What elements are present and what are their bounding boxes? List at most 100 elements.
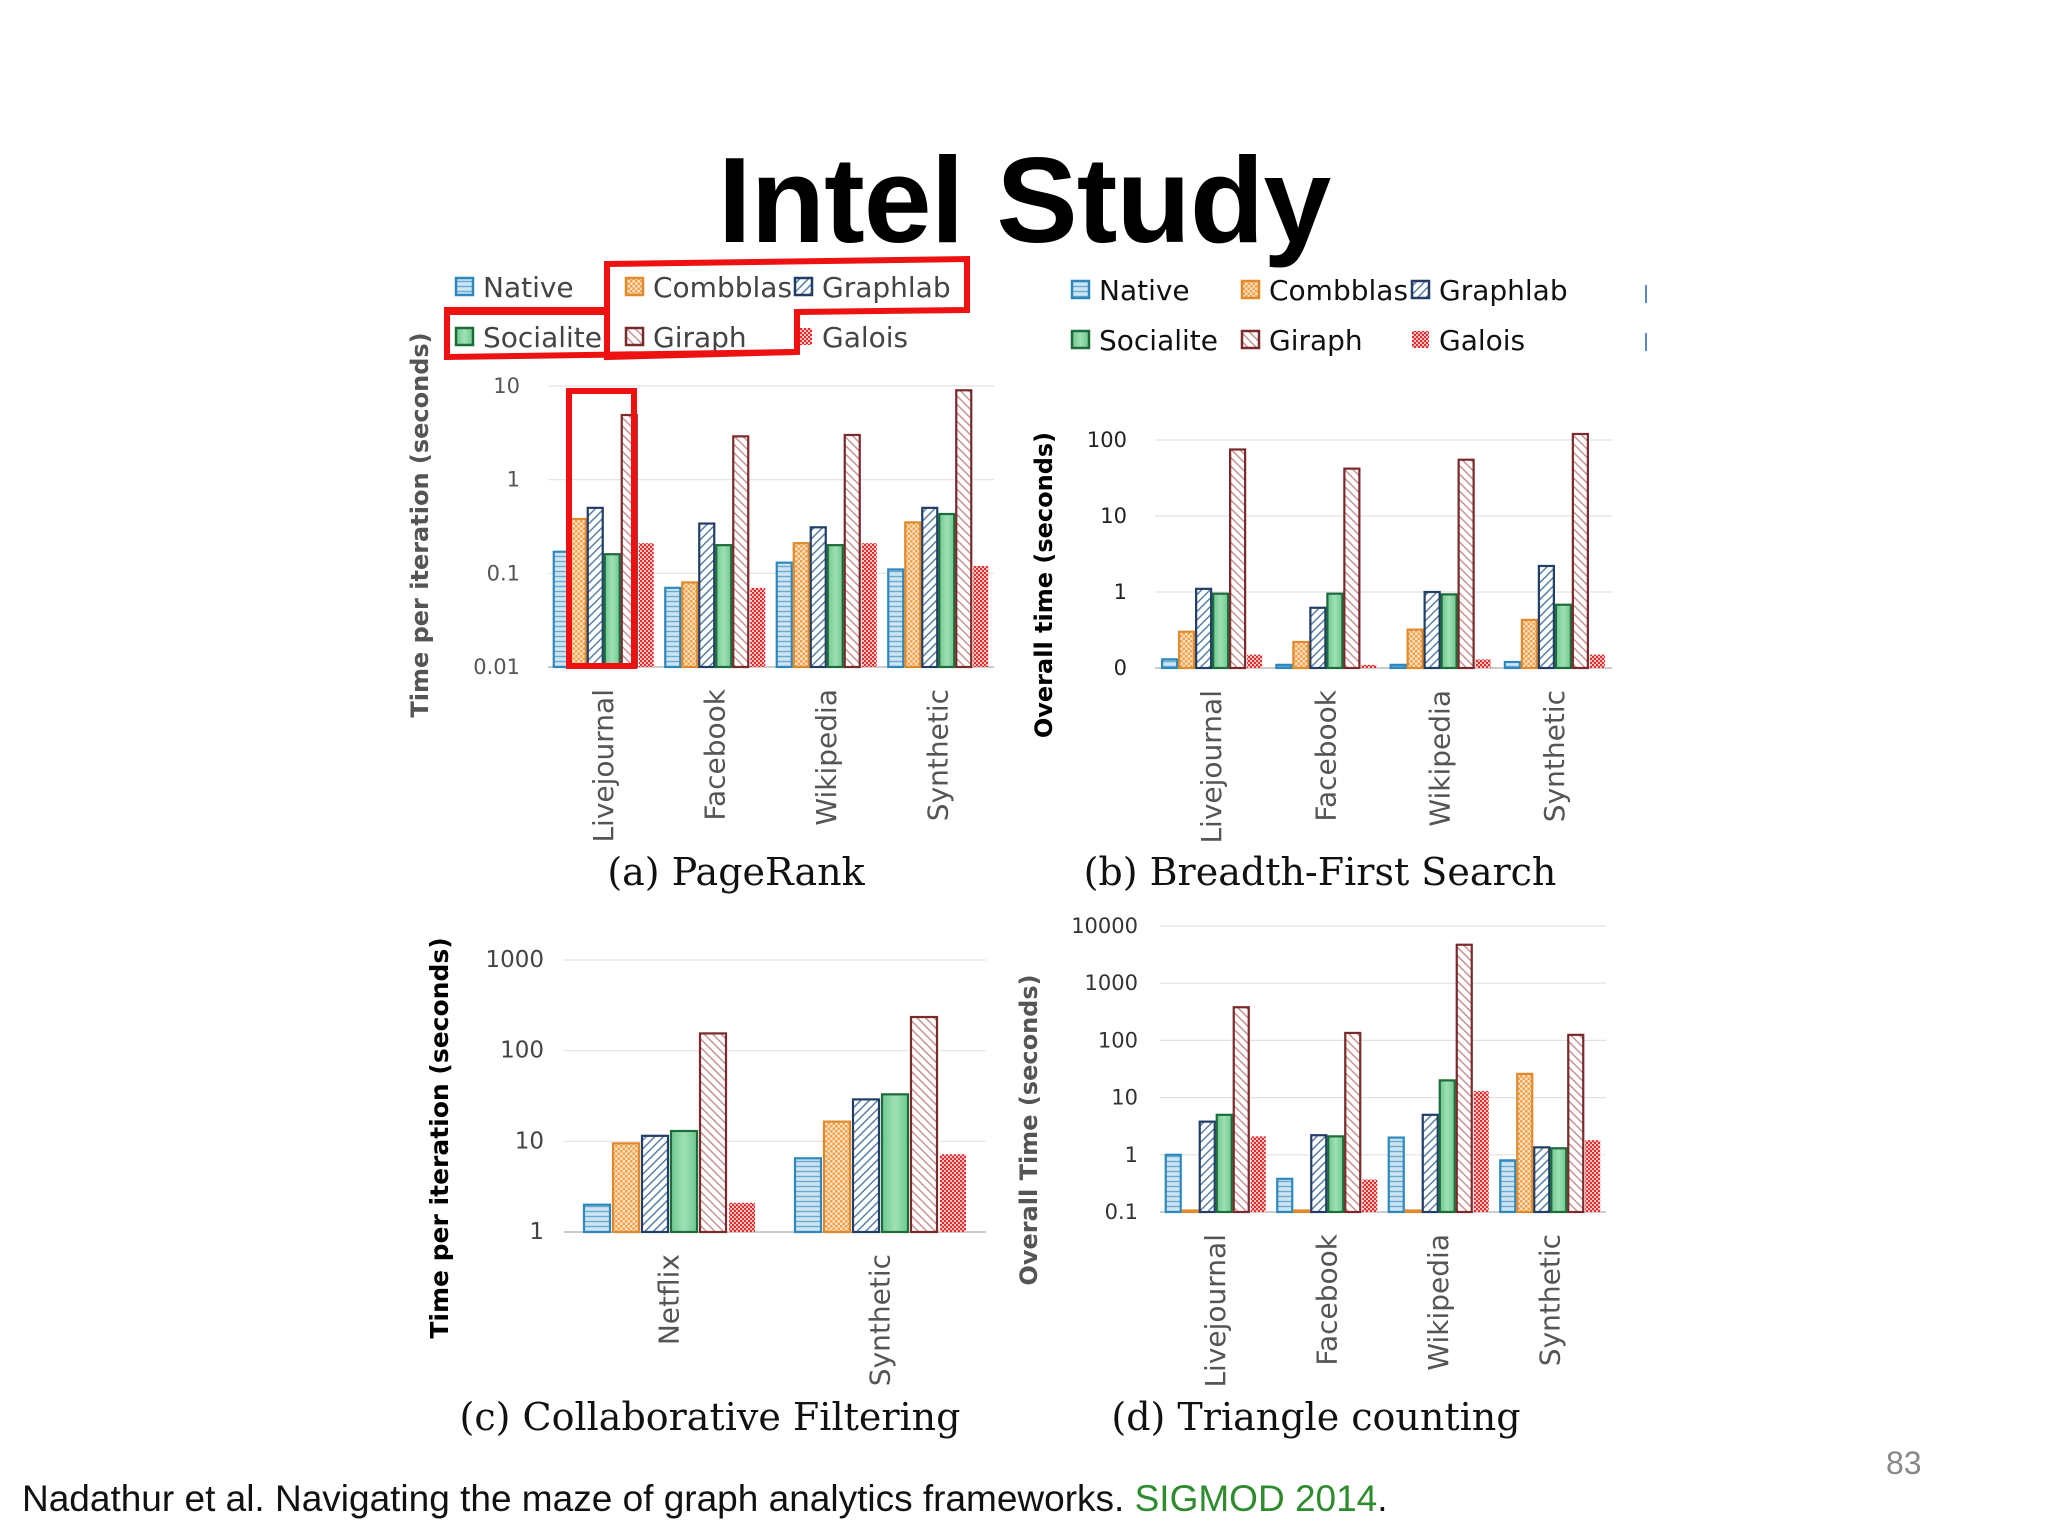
legend-item-giraph: Giraph (1240, 324, 1363, 357)
y-tick-label: 10 (515, 1128, 544, 1154)
bar-galois-synthetic (1589, 654, 1605, 668)
y-axis-label: Overall time (seconds) (1030, 432, 1058, 738)
bar-combblas-synthetic (904, 521, 922, 669)
x-category-label: Netflix (653, 1254, 686, 1345)
legend-item-galois: Galois (795, 321, 908, 354)
y-axis-label: Time per iteration (seconds) (406, 332, 434, 717)
bar-giraph-netflix (698, 1032, 728, 1234)
legend-label-giraph: Giraph (1269, 324, 1363, 357)
bar-socialite-wikipedia (826, 544, 844, 669)
bar-galois-facebook (750, 587, 766, 667)
bar-socialite-netflix (669, 1129, 699, 1234)
bar-socialite-synthetic (880, 1093, 910, 1234)
legend-label-native: Native (1099, 274, 1190, 307)
legend-item-graphlab: Graphlab (793, 271, 951, 304)
bar-galois-synthetic (973, 565, 989, 667)
x-category-label: Synthetic (921, 689, 954, 821)
bar-galois-facebook (1362, 1179, 1378, 1212)
y-tick-label: 100 (1087, 428, 1127, 452)
legend-label-graphlab: Graphlab (1439, 274, 1568, 307)
bar-combblas-livejournal (1178, 630, 1196, 670)
bar-graphlab-synthetic (1533, 1146, 1551, 1214)
bar-native-livejournal (1164, 1153, 1182, 1214)
bar-galois-livejournal (1250, 1136, 1266, 1212)
bar-galois-netflix (729, 1202, 755, 1232)
legend-pagerank: Native Combblas Graphlab Socialite Girap… (454, 271, 951, 354)
bar-graphlab-wikipedia (1421, 1113, 1439, 1214)
citation-text: Nadathur et al. Navigating the maze of g… (22, 1478, 1135, 1519)
x-category-label: Facebook (698, 688, 731, 820)
bar-native-livejournal (1161, 658, 1179, 670)
bar-socialite-wikipedia (1438, 1079, 1456, 1214)
bar-galois-livejournal (638, 543, 654, 667)
bar-galois-wikipedia (1473, 1091, 1489, 1212)
y-axis-label: Time per iteration (seconds) (425, 937, 454, 1338)
y-tick-label: 100 (500, 1038, 544, 1064)
y-tick-label: 100 (1098, 1028, 1138, 1052)
y-tick-label: 1000 (1085, 971, 1138, 995)
bar-combblas-livejournal (1181, 1209, 1199, 1214)
bar-giraph-facebook (1344, 1031, 1362, 1214)
bar-combblas-synthetic (1520, 618, 1538, 670)
bar-graphlab-synthetic (1537, 564, 1555, 670)
legend-item-socialite: Socialite (1070, 324, 1218, 357)
x-category-label: Synthetic (864, 1254, 897, 1386)
bar-combblas-facebook (1293, 1209, 1311, 1214)
legend-highlight-edge (444, 312, 798, 361)
figure-panel: Native Combblas Graphlab Socialite Girap… (406, 255, 1647, 1439)
bar-giraph-wikipedia (1455, 943, 1473, 1214)
bar-graphlab-facebook (1310, 1134, 1328, 1214)
bar-socialite-synthetic (1550, 1147, 1568, 1214)
bar-native-wikipedia (775, 561, 793, 669)
y-tick-label: 10 (1100, 504, 1127, 528)
y-tick-label: 1 (1114, 580, 1127, 604)
bar-native-synthetic (793, 1157, 823, 1234)
bar-native-synthetic (1499, 1159, 1517, 1214)
bar-giraph-synthetic (955, 389, 973, 669)
bar-socialite-synthetic (938, 512, 956, 669)
bar-socialite-livejournal (1212, 592, 1230, 670)
bar-graphlab-synthetic (921, 506, 939, 669)
bar-native-synthetic (1503, 660, 1521, 670)
chart-bfs: 0 1 10 100 Overall time (seconds) Livejournal… (1030, 428, 1612, 894)
bar-galois-synthetic (940, 1154, 966, 1232)
bar-native-netflix (582, 1203, 612, 1234)
bar-galois-facebook (1361, 664, 1377, 668)
slide-title: Intel Study (717, 132, 1332, 268)
x-category-label: Wikipedia (1422, 1234, 1455, 1371)
bar-socialite-facebook (715, 544, 733, 669)
bar-combblas-livejournal (569, 517, 587, 669)
legend-item-graphlab: Graphlab (1410, 274, 1568, 307)
y-tick-label: 0 (1114, 656, 1127, 680)
bar-giraph-synthetic (1567, 1033, 1585, 1214)
bar-native-facebook (664, 586, 682, 669)
bar-graphlab-wikipedia (1423, 590, 1441, 670)
bar-native-synthetic (887, 568, 905, 669)
citation-venue-link[interactable]: SIGMOD 2014 (1134, 1478, 1378, 1519)
bar-graphlab-facebook (1309, 606, 1327, 670)
chart-caption: (c) Collaborative Filtering (460, 1395, 961, 1439)
legend-label-native: Native (483, 271, 574, 304)
bar-graphlab-facebook (698, 522, 716, 669)
bar-graphlab-livejournal (586, 506, 604, 669)
legend-item-combblas: Combblas (624, 271, 792, 304)
legend-label-socialite: Socialite (1099, 324, 1218, 357)
x-category-label: Wikipedia (1424, 690, 1457, 827)
bar-group-highlight-box (566, 388, 637, 669)
bar-giraph-livejournal (1229, 448, 1247, 670)
citation: Nadathur et al. Navigating the maze of g… (22, 1478, 1388, 1520)
bar-socialite-livejournal (603, 553, 621, 669)
legend-bfs: Native Combblas Graphlab Socialite Girap… (1070, 274, 1647, 357)
legend-label-galois: Galois (1439, 324, 1525, 357)
page-number: 83 (1886, 1445, 1922, 1481)
legend-item-galois: Galois (1412, 324, 1525, 357)
legend-label-socialite: Socialite (483, 321, 602, 354)
chart-caption: (b) Breadth-First Search (1084, 850, 1557, 894)
bar-giraph-facebook (1343, 467, 1361, 670)
bar-galois-wikipedia (1475, 659, 1491, 668)
y-axis-label: Overall Time (seconds) (1015, 974, 1043, 1285)
y-tick-label: 0.1 (1105, 1200, 1138, 1224)
x-category-label: Facebook (1309, 689, 1342, 821)
bar-combblas-facebook (681, 581, 699, 669)
bar-combblas-wikipedia (1406, 628, 1424, 670)
